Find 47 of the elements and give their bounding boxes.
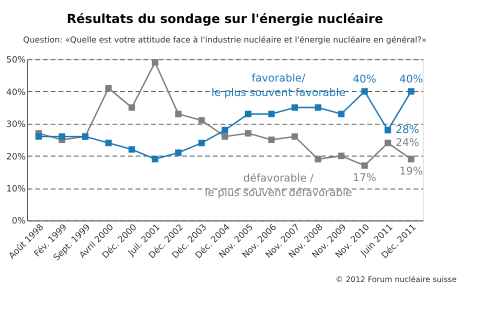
point [152,59,158,66]
point [175,110,182,118]
point [338,110,345,118]
series-label: favorable/ le plus souvent favorable [211,71,346,99]
data-label: 40% [399,72,423,86]
y-tick-label: 20% [6,152,26,162]
y-tick-label: 50% [6,56,26,66]
point [105,140,112,146]
point [384,126,392,134]
point [152,156,158,162]
point [222,133,228,140]
data-label: 28% [396,122,420,136]
point [338,152,345,160]
text: © 2012 Forum nucléaire suisse [336,275,457,284]
data-label: 19% [399,164,423,178]
y-tick-label: 40% [6,88,26,98]
point [105,84,112,92]
point [222,126,228,134]
y-tick-label: 10% [6,184,26,194]
point [268,136,275,143]
point [244,130,252,137]
series-label: défavorable / le plus souvent défavorable [204,171,352,199]
point [314,156,322,162]
point [35,133,42,140]
point [361,162,368,169]
point [58,133,66,140]
data-label: 40% [352,72,376,86]
point [361,88,368,95]
point [292,104,298,111]
point [175,149,182,156]
point [408,156,414,162]
point [408,88,414,95]
point [244,110,252,118]
point [384,140,392,146]
chart-title: Résultats du sondage sur l'énergie nucléaire [66,10,384,26]
point [268,110,275,118]
y-tick-label: 0% [12,216,26,227]
y-tick-label: 30% [6,120,26,130]
data-label: 17% [352,170,376,184]
point [314,104,322,111]
chart-subtitle: Question: «Quelle est votre attitude face à l'industrie nucléaire et l'énergie nucléaire en général?» [23,34,427,44]
point [198,140,205,146]
point [128,104,136,111]
data-label: 24% [396,136,420,149]
point [128,146,136,153]
point [198,117,205,124]
point [292,133,298,140]
